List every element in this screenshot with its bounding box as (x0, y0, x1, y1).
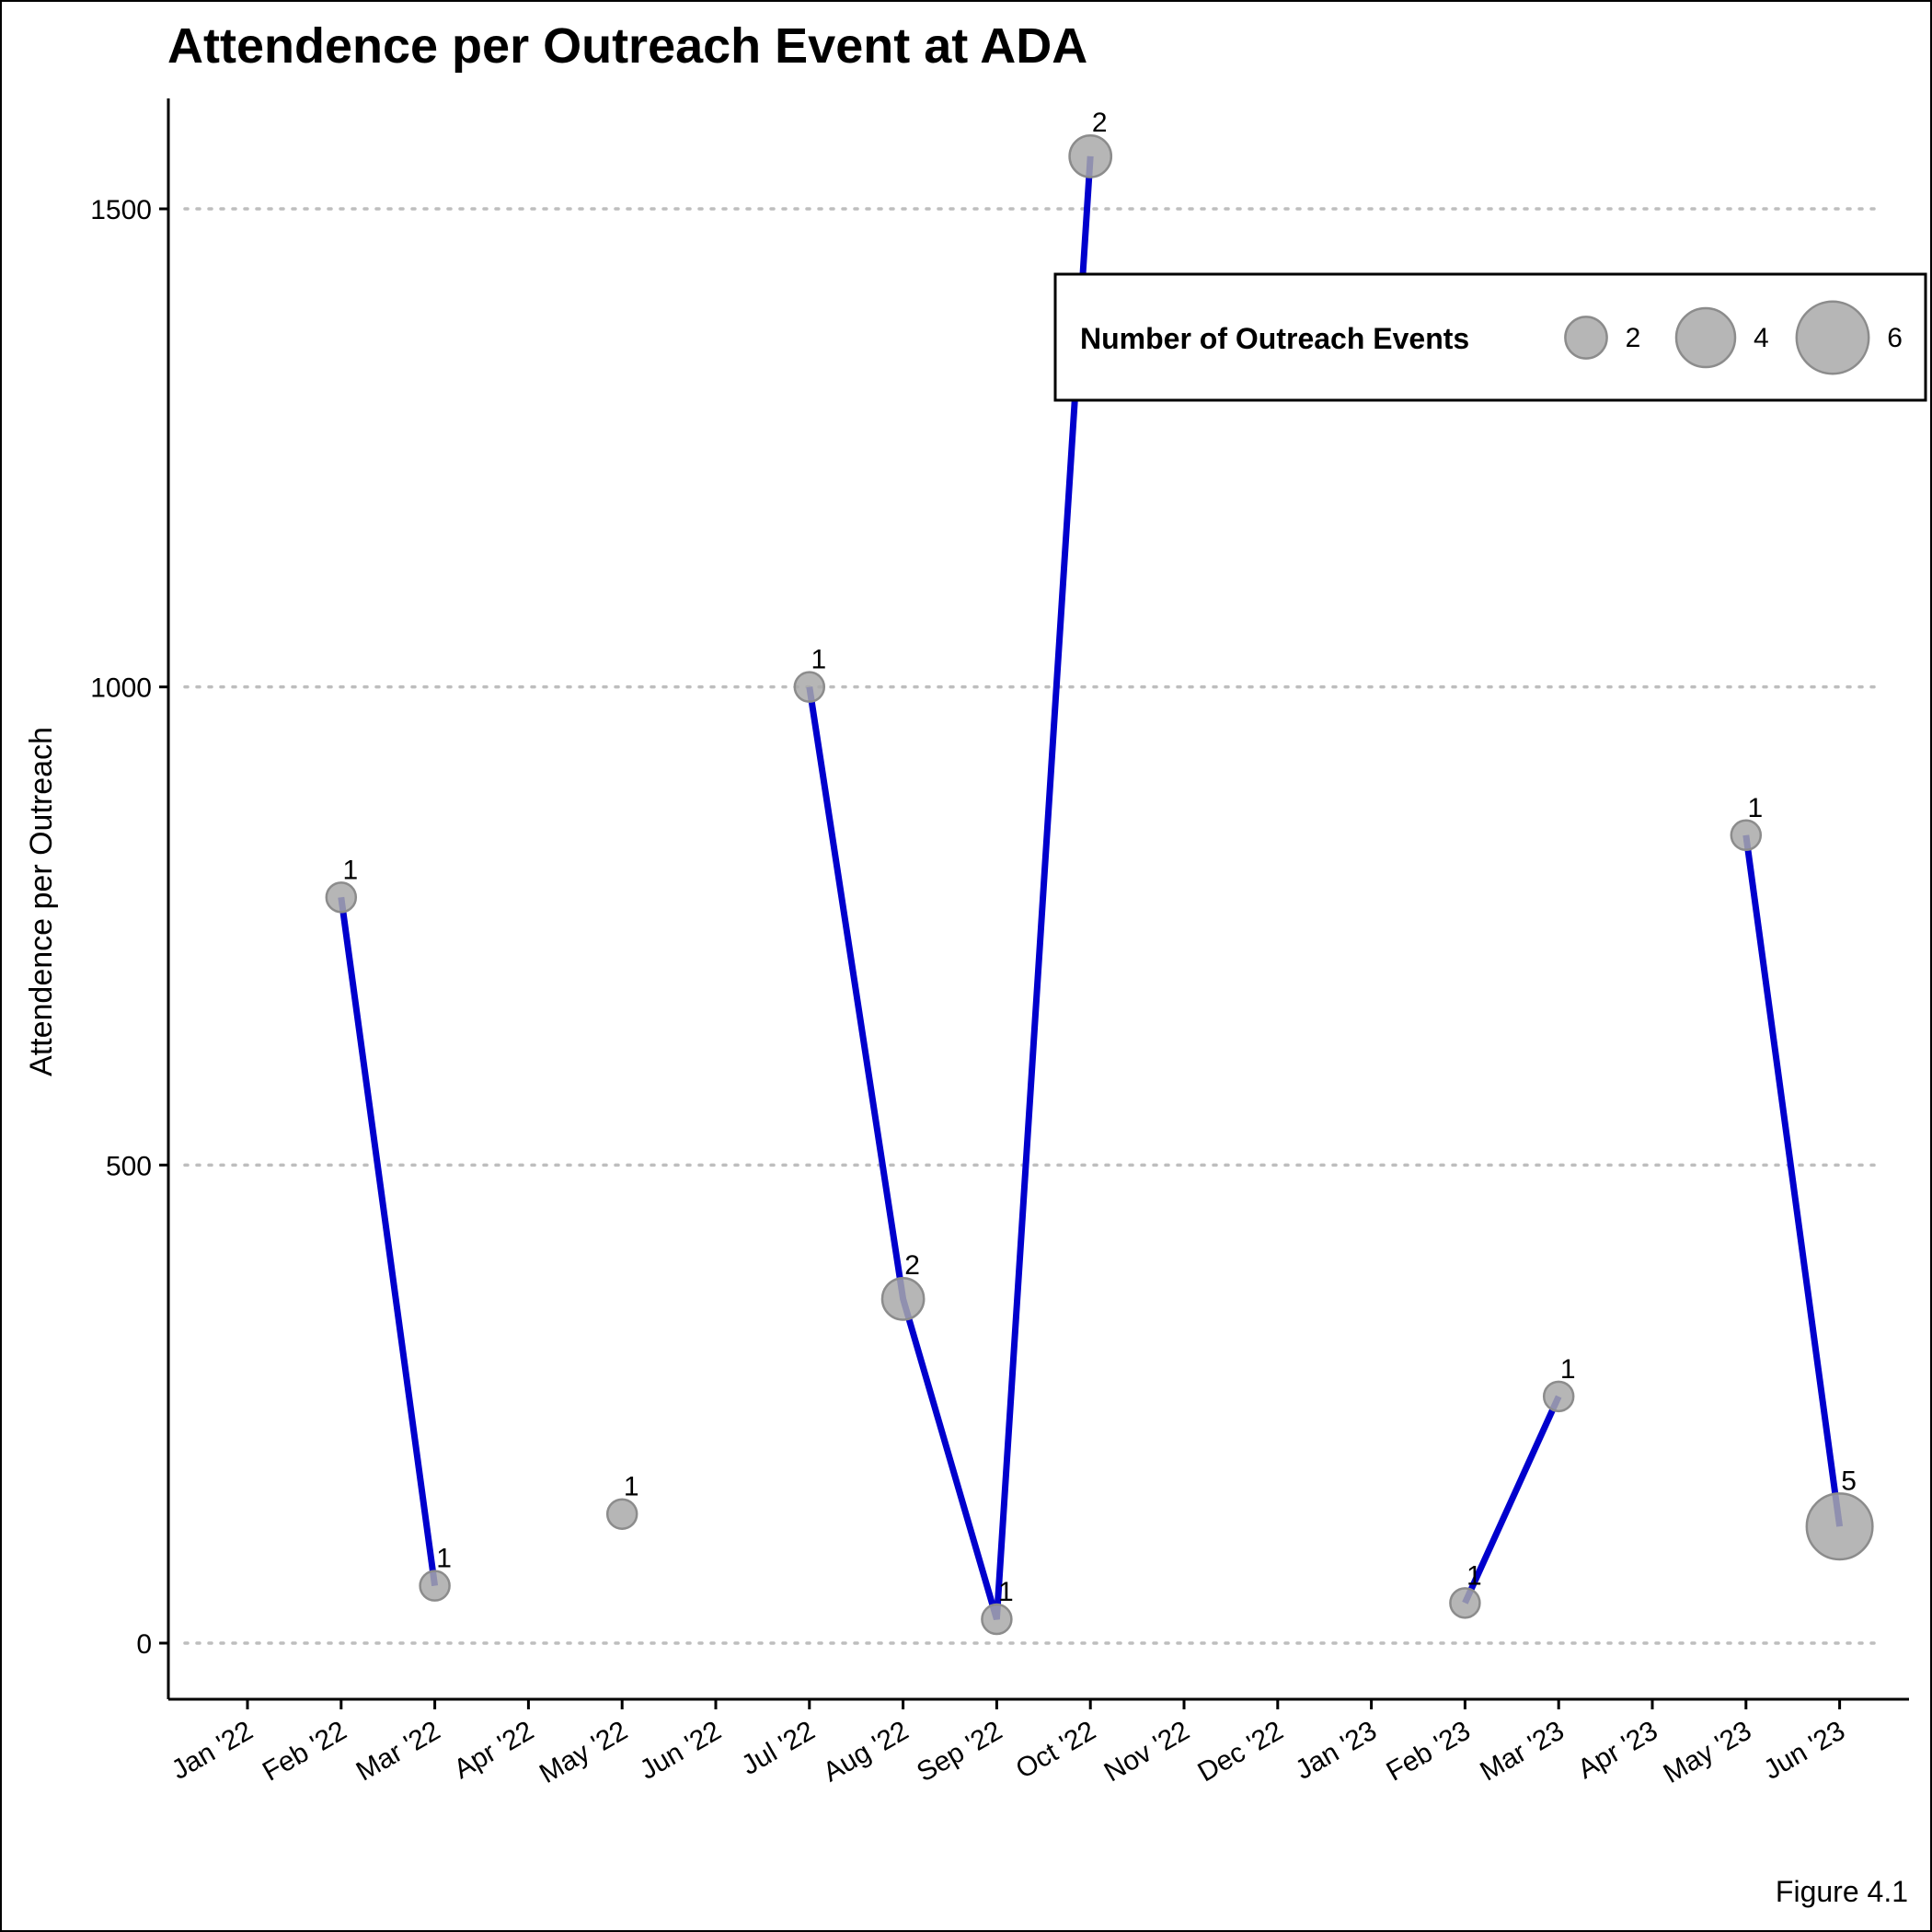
point-labels: 1 1 1 1 2 1 2 1 1 1 5 (342, 108, 1856, 1607)
x-tick-label: Jun '22 (635, 1715, 726, 1785)
legend-label: 2 (1626, 323, 1641, 353)
x-tick-label: Dec '22 (1193, 1715, 1289, 1788)
data-point (1805, 1492, 1874, 1561)
legend-label: 4 (1754, 323, 1769, 353)
legend-label: 6 (1887, 323, 1903, 353)
legend-symbol (1674, 306, 1737, 369)
x-tick-label: Nov '22 (1099, 1715, 1195, 1788)
data-point (1542, 1380, 1575, 1413)
chart-title: Attendence per Outreach Event at ADA (167, 18, 1087, 74)
data-point (793, 671, 826, 703)
x-tick-label: Sep '22 (912, 1715, 1007, 1788)
series-lines (338, 155, 1844, 1620)
legend: Number of Outreach Events 2 4 6 (1053, 272, 1927, 402)
data-points (325, 133, 1874, 1636)
x-tick-label: Mar '23 (1475, 1715, 1569, 1787)
data-point (1068, 133, 1113, 178)
data-point (1449, 1587, 1481, 1619)
point-label: 5 (1841, 1466, 1857, 1496)
data-point (981, 1603, 1013, 1636)
series-line (806, 155, 1094, 1620)
x-tick-label: Jan '23 (1291, 1715, 1382, 1785)
point-label: 2 (1092, 108, 1108, 138)
legend-items: 2 4 6 (1564, 300, 1903, 375)
point-label: 1 (624, 1472, 639, 1502)
point-label: 1 (342, 855, 358, 885)
point-label: 1 (811, 645, 826, 675)
x-tick-label: May '22 (535, 1715, 633, 1789)
series-line (1462, 1395, 1562, 1604)
x-tick-label: Oct '22 (1011, 1715, 1101, 1785)
axes (167, 98, 1909, 1701)
x-tick-label: Jul '22 (737, 1715, 821, 1780)
point-label: 1 (1560, 1354, 1576, 1385)
point-label: 1 (1466, 1560, 1482, 1591)
data-point (880, 1276, 926, 1321)
data-point (1730, 819, 1763, 852)
data-point (325, 881, 358, 914)
data-point (605, 1498, 638, 1530)
x-tick-label: Jan '22 (167, 1715, 258, 1785)
x-tick-label: Feb '23 (1382, 1715, 1476, 1787)
y-tick-label: 500 (106, 1151, 152, 1181)
y-axis-title: Attendence per Outreach (24, 727, 59, 1076)
legend-symbol (1564, 316, 1608, 360)
legend-box (1053, 272, 1927, 402)
point-label: 1 (436, 1544, 452, 1574)
gridlines (183, 207, 1883, 1645)
y-tick-label: 1500 (90, 195, 152, 225)
y-axis-ticks: 0 500 1000 1500 (90, 195, 168, 1660)
data-point (419, 1570, 451, 1602)
x-tick-label: Mar '22 (351, 1715, 445, 1787)
series-line (1742, 834, 1844, 1527)
y-tick-label: 1000 (90, 673, 152, 704)
x-tick-label: May '23 (1659, 1715, 1757, 1789)
legend-symbol (1795, 300, 1870, 375)
x-tick-label: Feb '22 (258, 1715, 351, 1787)
x-tick-label: Apr '23 (1572, 1715, 1662, 1785)
y-tick-label: 0 (136, 1629, 152, 1660)
x-tick-label: Aug '22 (818, 1715, 914, 1788)
legend-title: Number of Outreach Events (1080, 322, 1469, 355)
x-tick-label: Jun '23 (1759, 1715, 1850, 1785)
point-label: 2 (904, 1250, 920, 1281)
x-tick-label: Apr '22 (449, 1715, 539, 1785)
point-label: 1 (998, 1577, 1014, 1607)
figure-caption: Figure 4.1 (1776, 1875, 1908, 1908)
series-line (338, 896, 439, 1587)
point-label: 1 (1747, 793, 1763, 823)
